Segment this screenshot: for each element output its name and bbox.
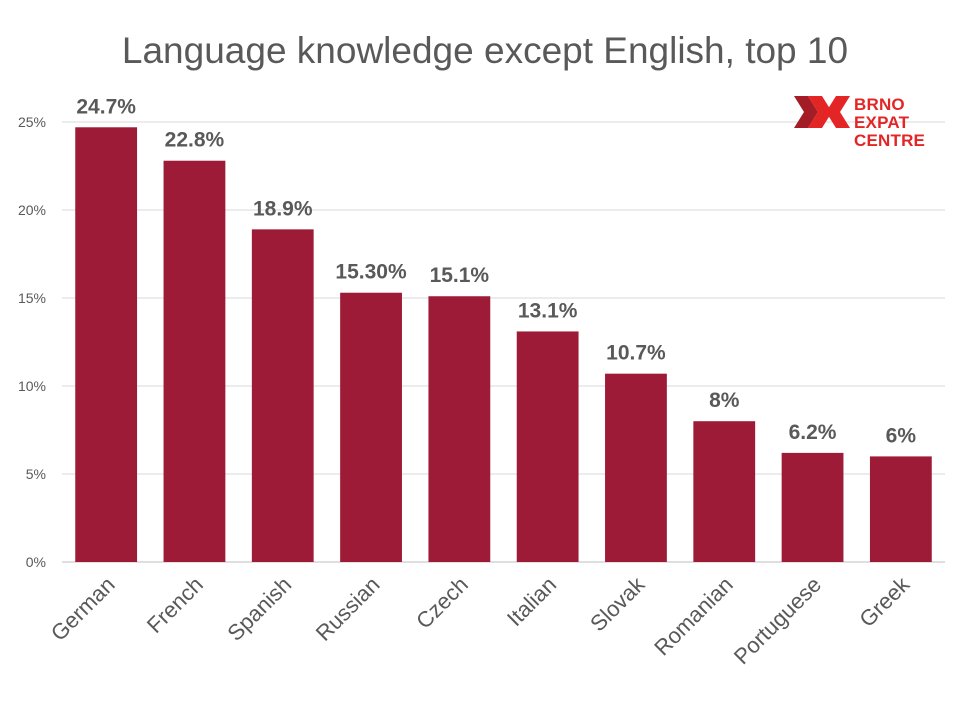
data-label: 15.30%: [335, 261, 407, 284]
bar-italian: [516, 331, 579, 562]
bar-czech: [428, 296, 491, 562]
x-tick-label: Italian: [502, 572, 561, 631]
data-label: 15.1%: [430, 264, 490, 287]
y-tick-label: 20%: [18, 202, 46, 218]
y-tick-label: 10%: [18, 378, 46, 394]
x-tick-label: Spanish: [222, 572, 296, 646]
x-tick-label: Slovak: [585, 571, 650, 636]
bar-romanian: [693, 421, 756, 562]
data-label: 24.7%: [76, 95, 136, 118]
bar-portuguese: [781, 452, 844, 562]
bar-french: [163, 160, 226, 562]
bar-spanish: [251, 229, 314, 563]
x-tick-label: Romanian: [649, 572, 738, 661]
logo-x-icon: [794, 96, 850, 128]
data-label: 10.7%: [606, 342, 666, 365]
y-axis-ticks: 0% 5% 10% 15% 20% 25%: [18, 114, 46, 570]
x-tick-label: Czech: [411, 572, 473, 634]
data-labels: 24.7% 22.8% 18.9% 15.30% 15.1% 13.1% 10.7% 8% 6.…: [76, 95, 916, 447]
y-tick-label: 0%: [26, 554, 46, 570]
y-tick-label: 5%: [26, 466, 46, 482]
x-tick-label: Greek: [854, 571, 915, 632]
x-tick-label: German: [46, 572, 120, 646]
y-tick-label: 15%: [18, 290, 46, 306]
x-tick-label: Portuguese: [729, 572, 826, 669]
logo-line-2: EXPAT: [854, 113, 910, 132]
bars: [75, 127, 932, 563]
data-label: 22.8%: [165, 129, 225, 152]
chart-title: Language knowledge except English, top 1…: [121, 30, 849, 71]
y-tick-label: 25%: [18, 114, 46, 130]
bar-greek: [869, 456, 932, 562]
x-tick-label: Russian: [311, 572, 385, 646]
x-tick-label: French: [142, 572, 208, 638]
bar-german: [75, 127, 138, 562]
brno-expat-centre-logo: BRNO EXPAT CENTRE: [794, 94, 944, 154]
x-axis-ticks: German French Spanish Russian Czech Italian Sl…: [46, 571, 915, 669]
data-label: 8%: [709, 389, 740, 412]
bar-slovak: [605, 373, 667, 562]
bar-russian: [340, 292, 402, 562]
data-label: 6.2%: [789, 421, 837, 444]
data-label: 13.1%: [518, 299, 578, 322]
logo-text: BRNO EXPAT CENTRE: [854, 96, 925, 150]
logo-line-1: BRNO: [854, 95, 905, 114]
logo-line-3: CENTRE: [854, 131, 926, 150]
data-label: 6%: [886, 424, 917, 447]
data-label: 18.9%: [253, 197, 313, 220]
